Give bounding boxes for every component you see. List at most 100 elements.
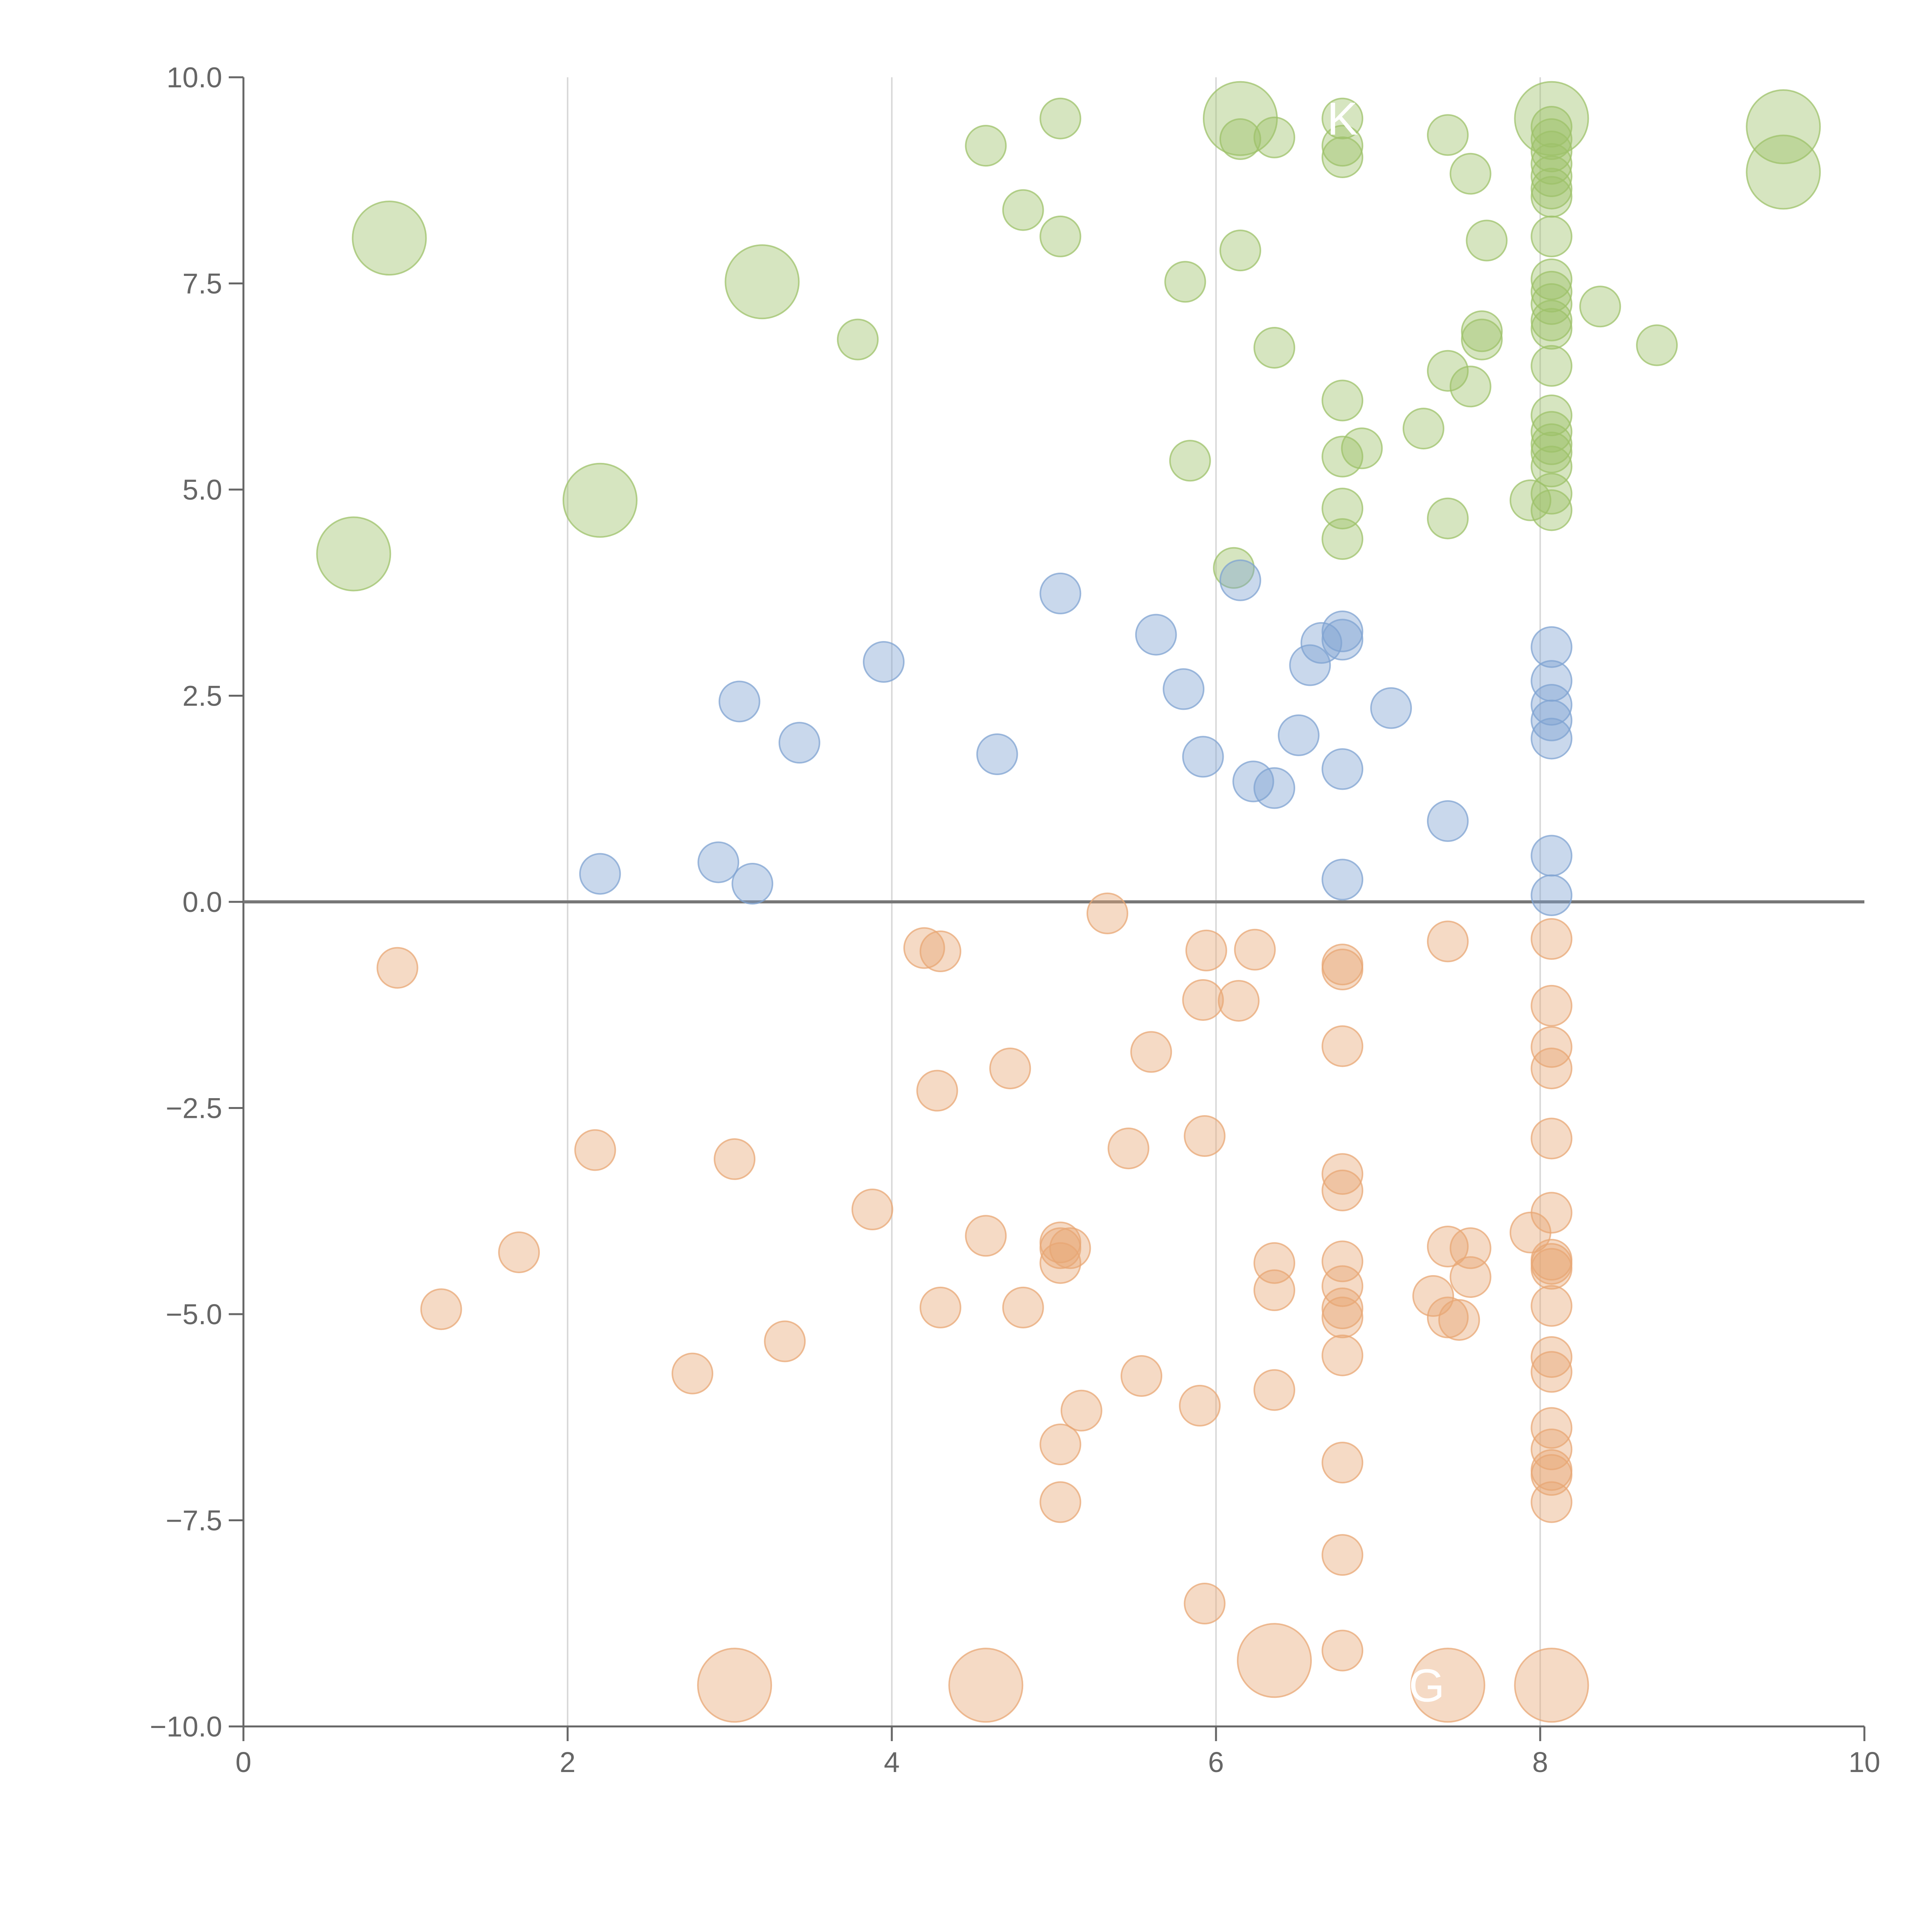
y-tick-label: 10.0 [167,61,222,94]
highlighted-point [1746,89,1821,165]
data-point [1636,324,1678,366]
data-point [1466,219,1508,262]
data-point [1321,488,1364,530]
data-point [1531,270,1573,313]
data-point [1163,668,1205,710]
data-point [697,841,740,883]
data-point [965,125,1007,167]
data-point [1321,136,1364,178]
data-point [1531,874,1573,916]
highlighted-point [316,516,391,592]
data-point [1169,440,1211,482]
data-point [1531,1481,1573,1523]
point-label: K [1327,93,1358,145]
data-point [1321,1265,1364,1307]
data-point [672,1352,714,1395]
data-point [1531,283,1573,325]
data-point [1039,572,1082,614]
data-point [1427,1226,1469,1268]
data-point [1039,97,1082,139]
data-point [1531,985,1573,1027]
data-point [1449,1227,1492,1269]
data-point [1531,1048,1573,1090]
data-point [1449,153,1492,195]
data-point [1531,473,1573,515]
data-point [1135,614,1177,656]
highlighted-point [1410,1648,1485,1723]
y-tick-label: 7.5 [182,268,222,300]
point-label: G [1409,1660,1445,1711]
data-point [579,853,621,895]
data-point [1449,1256,1492,1298]
data-point [1060,1389,1102,1432]
data-point [574,1129,616,1171]
data-point [1531,1285,1573,1327]
data-point [1427,1296,1469,1338]
data-point [1531,1117,1573,1160]
data-point [1218,980,1260,1022]
data-point [1531,176,1573,218]
data-point [718,680,760,723]
data-point [1130,1031,1172,1073]
x-tick-label: 10 [1849,1746,1880,1778]
data-point [1531,684,1573,726]
data-point [764,1320,806,1362]
data-point [1531,1026,1573,1068]
data-point [1531,626,1573,668]
data-point [1086,892,1128,934]
data-point [1321,1153,1364,1195]
data-point [1321,1442,1364,1484]
x-tick-label: 4 [884,1746,900,1778]
data-point [1531,1336,1573,1378]
data-point [1164,261,1206,303]
x-tick-label: 0 [235,1746,251,1778]
data-point [1253,1269,1296,1311]
data-point [1531,699,1573,742]
x-tick-label: 8 [1532,1746,1548,1778]
data-point [1531,308,1573,350]
data-point [919,1286,961,1328]
data-point [1321,619,1364,661]
data-point [1531,431,1573,473]
data-point [976,733,1018,776]
data-point [837,318,879,361]
data-point [1107,1128,1150,1170]
y-tick-label: −10.0 [150,1711,222,1743]
data-point [1461,310,1503,352]
data-point [498,1231,540,1273]
data-point [863,641,905,683]
data-point [1234,929,1276,971]
data-point [1370,687,1412,729]
data-point [1531,1248,1573,1290]
data-point [731,863,774,905]
data-point [1531,1407,1573,1449]
data-point [1219,118,1261,160]
data-point [1531,345,1573,387]
data-point [1531,489,1573,531]
data-point [1531,1351,1573,1393]
data-point [916,1070,958,1112]
data-point [1321,611,1364,653]
data-point [1341,427,1383,469]
data-point [1321,1025,1364,1067]
data-point [1321,1287,1364,1330]
x-tick-label: 2 [560,1746,575,1778]
data-point [1277,714,1320,756]
data-point [1579,286,1621,328]
highlighted-point [697,1648,772,1723]
data-point [1219,559,1261,601]
data-point [1427,800,1469,842]
data-point [989,1048,1031,1090]
data-point [778,722,820,764]
data-point [1531,1192,1573,1234]
data-point [1449,366,1492,408]
data-point [1219,230,1261,272]
data-point [1179,1384,1221,1427]
data-point [1321,1240,1364,1282]
highlighted-point [562,463,638,538]
data-point [1002,1286,1044,1328]
y-tick-label: −5.0 [166,1298,222,1330]
data-point [420,1288,462,1330]
data-point [1321,1334,1364,1376]
